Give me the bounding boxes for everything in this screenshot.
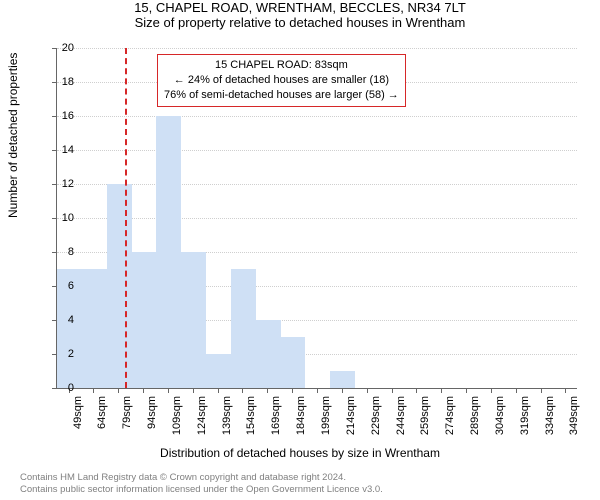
footer-line-1: Contains HM Land Registry data © Crown c… bbox=[20, 472, 383, 484]
x-tick-label: 94sqm bbox=[146, 396, 158, 429]
x-tick-mark bbox=[317, 388, 318, 393]
histogram-bar bbox=[330, 371, 355, 388]
x-tick-mark bbox=[242, 388, 243, 393]
x-tick-mark bbox=[441, 388, 442, 393]
y-tick-label: 18 bbox=[50, 76, 74, 88]
y-axis-label: Number of detached properties bbox=[6, 53, 20, 218]
x-tick-label: 64sqm bbox=[96, 396, 108, 429]
x-tick-mark bbox=[367, 388, 368, 393]
y-tick-label: 4 bbox=[50, 314, 74, 326]
x-tick-mark bbox=[143, 388, 144, 393]
x-tick-mark bbox=[218, 388, 219, 393]
gridline bbox=[57, 184, 577, 185]
histogram-bar bbox=[281, 337, 306, 388]
chart-area: 15 CHAPEL ROAD: 83sqm← 24% of detached h… bbox=[56, 48, 576, 388]
x-tick-mark bbox=[466, 388, 467, 393]
x-tick-mark bbox=[516, 388, 517, 393]
histogram-bar bbox=[156, 116, 181, 388]
y-tick-label: 0 bbox=[50, 382, 74, 394]
y-tick-label: 6 bbox=[50, 280, 74, 292]
x-tick-mark bbox=[565, 388, 566, 393]
x-tick-label: 169sqm bbox=[270, 396, 282, 435]
plot-region: 15 CHAPEL ROAD: 83sqm← 24% of detached h… bbox=[56, 48, 577, 389]
x-tick-label: 79sqm bbox=[121, 396, 133, 429]
histogram-bar bbox=[231, 269, 256, 388]
x-tick-label: 244sqm bbox=[395, 396, 407, 435]
x-tick-mark bbox=[416, 388, 417, 393]
x-tick-label: 259sqm bbox=[419, 396, 431, 435]
x-tick-label: 229sqm bbox=[370, 396, 382, 435]
x-tick-label: 349sqm bbox=[568, 396, 580, 435]
histogram-bar bbox=[256, 320, 281, 388]
gridline bbox=[57, 48, 577, 49]
annotation-line: 76% of semi-detached houses are larger (… bbox=[164, 88, 399, 103]
x-tick-mark bbox=[193, 388, 194, 393]
y-tick-label: 20 bbox=[50, 42, 74, 54]
x-tick-mark bbox=[541, 388, 542, 393]
x-tick-label: 334sqm bbox=[544, 396, 556, 435]
histogram-bar bbox=[206, 354, 231, 388]
reference-line bbox=[125, 48, 127, 388]
page-title: 15, CHAPEL ROAD, WRENTHAM, BECCLES, NR34… bbox=[0, 0, 600, 15]
y-tick-label: 10 bbox=[50, 212, 74, 224]
x-tick-mark bbox=[168, 388, 169, 393]
annotation-box: 15 CHAPEL ROAD: 83sqm← 24% of detached h… bbox=[157, 54, 406, 107]
x-tick-mark bbox=[118, 388, 119, 393]
x-tick-mark bbox=[93, 388, 94, 393]
annotation-line: 15 CHAPEL ROAD: 83sqm bbox=[164, 58, 399, 73]
x-tick-mark bbox=[342, 388, 343, 393]
gridline bbox=[57, 116, 577, 117]
x-tick-label: 49sqm bbox=[72, 396, 84, 429]
x-tick-label: 289sqm bbox=[469, 396, 481, 435]
x-tick-label: 214sqm bbox=[345, 396, 357, 435]
chart-container: 15, CHAPEL ROAD, WRENTHAM, BECCLES, NR34… bbox=[0, 0, 600, 500]
x-tick-label: 274sqm bbox=[444, 396, 456, 435]
x-tick-label: 139sqm bbox=[221, 396, 233, 435]
histogram-bar bbox=[107, 184, 132, 388]
y-tick-label: 2 bbox=[50, 348, 74, 360]
gridline bbox=[57, 150, 577, 151]
x-tick-label: 124sqm bbox=[196, 396, 208, 435]
x-tick-mark bbox=[267, 388, 268, 393]
page-subtitle: Size of property relative to detached ho… bbox=[0, 15, 600, 30]
x-tick-label: 109sqm bbox=[171, 396, 183, 435]
histogram-bar bbox=[82, 269, 107, 388]
x-tick-label: 199sqm bbox=[320, 396, 332, 435]
x-tick-label: 319sqm bbox=[519, 396, 531, 435]
x-axis-label: Distribution of detached houses by size … bbox=[0, 446, 600, 460]
x-tick-label: 154sqm bbox=[245, 396, 257, 435]
x-tick-mark bbox=[392, 388, 393, 393]
y-tick-label: 16 bbox=[50, 110, 74, 122]
x-tick-mark bbox=[292, 388, 293, 393]
annotation-line: ← 24% of detached houses are smaller (18… bbox=[164, 73, 399, 88]
y-tick-label: 12 bbox=[50, 178, 74, 190]
x-tick-label: 304sqm bbox=[494, 396, 506, 435]
y-tick-label: 8 bbox=[50, 246, 74, 258]
footer-attribution: Contains HM Land Registry data © Crown c… bbox=[20, 472, 383, 496]
x-tick-label: 184sqm bbox=[295, 396, 307, 435]
gridline bbox=[57, 218, 577, 219]
footer-line-2: Contains public sector information licen… bbox=[20, 484, 383, 496]
y-tick-label: 14 bbox=[50, 144, 74, 156]
x-tick-mark bbox=[491, 388, 492, 393]
histogram-bar bbox=[132, 252, 157, 388]
histogram-bar bbox=[181, 252, 206, 388]
